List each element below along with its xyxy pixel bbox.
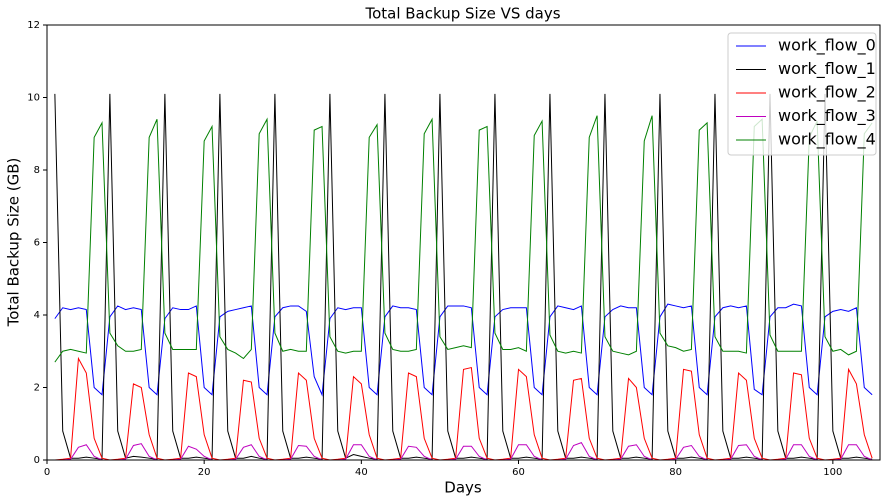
y-tick-label: 6: [34, 238, 40, 249]
legend-box: [727, 32, 877, 156]
y-tick-label: 12: [27, 20, 40, 31]
y-tick-label: 2: [34, 383, 40, 394]
legend-label: work_flow_1: [778, 59, 876, 79]
x-tick-label: 0: [44, 467, 50, 478]
y-axis-label: Total Backup Size (GB): [5, 158, 23, 328]
series-line: [54, 115, 873, 363]
x-tick-label: 40: [355, 467, 368, 478]
y-tick-label: 8: [34, 165, 40, 176]
legend-label: work_flow_4: [778, 130, 876, 150]
series-line: [54, 93, 873, 460]
x-axis-label: Days: [444, 479, 482, 497]
x-tick-label: 60: [512, 467, 525, 478]
x-tick-label: 80: [669, 467, 682, 478]
series-line: [54, 356, 873, 460]
y-tick-label: 4: [34, 310, 40, 321]
series-line: [54, 441, 873, 460]
legend-label: work_flow_0: [778, 36, 876, 56]
y-tick-label: 0: [34, 455, 40, 466]
series-line: [54, 303, 873, 397]
chart-title: Total Backup Size VS days: [364, 5, 560, 23]
legend-label: work_flow_3: [778, 106, 876, 126]
y-tick-label: 10: [27, 93, 40, 104]
plot-frame: [46, 24, 881, 461]
legend-label: work_flow_2: [778, 83, 876, 103]
x-tick-label: 100: [823, 467, 842, 478]
x-tick-label: 20: [198, 467, 211, 478]
